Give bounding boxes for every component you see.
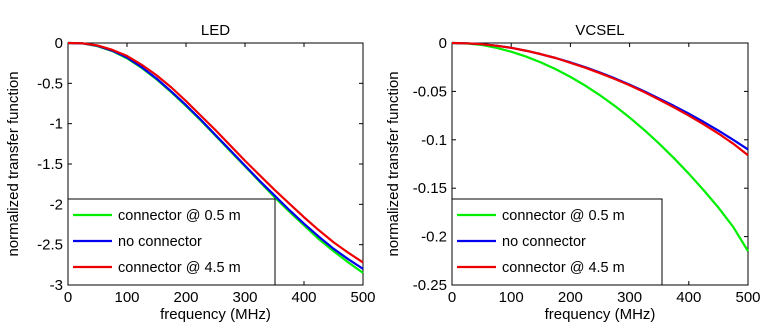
legend-label: connector @ 0.5 m — [502, 208, 625, 224]
x-tick-label: 300 — [617, 289, 642, 306]
x-axis-label: frequency (MHz) — [160, 306, 271, 323]
y-tick-label: -2.5 — [37, 237, 63, 254]
y-tick-label: -0.15 — [413, 180, 447, 197]
y-tick-label: -0.2 — [421, 229, 447, 246]
y-axis-label: normalized transfer function — [385, 71, 402, 256]
x-tick-label: 100 — [499, 289, 524, 306]
legend-label: no connector — [118, 234, 202, 250]
y-tick-label: -0.1 — [421, 132, 447, 149]
x-tick-label: 100 — [114, 289, 139, 306]
y-tick-label: -0.05 — [413, 83, 447, 100]
y-tick-label: -1 — [50, 116, 63, 133]
x-axis-label: frequency (MHz) — [545, 306, 656, 323]
y-tick-label: -1.5 — [37, 156, 63, 173]
legend-label: connector @ 4.5 m — [118, 260, 241, 276]
led-chart: LED 0 100 200 300 400 500 0 -0.5 -1 -1.5 -2 -2.5 -3 fr… — [5, 22, 376, 323]
legend-label: connector @ 4.5 m — [502, 260, 625, 276]
x-tick-label: 0 — [448, 289, 456, 306]
y-tick-label: -3 — [50, 277, 63, 294]
series-line — [451, 41, 749, 157]
legend-label: connector @ 0.5 m — [118, 208, 241, 224]
x-tick-label: 500 — [350, 289, 375, 306]
series-line — [451, 41, 749, 252]
x-tick-label: 400 — [291, 289, 316, 306]
y-tick-label: -2 — [50, 196, 63, 213]
y-tick-label: 0 — [439, 35, 447, 52]
x-tick-label: 200 — [558, 289, 583, 306]
y-tick-label: -0.5 — [37, 75, 63, 92]
y-tick-label: -0.25 — [413, 277, 447, 294]
x-tick-label: 0 — [64, 289, 72, 306]
x-tick-label: 500 — [735, 289, 760, 306]
chart-title: VCSEL — [575, 22, 624, 39]
x-tick-label: 400 — [676, 289, 701, 306]
vcsel-chart: VCSEL 0 100 200 300 400 500 0 -0.05 -0.1 -0.15 -0.2… — [385, 22, 761, 323]
series-line — [67, 41, 364, 264]
chart-title: LED — [201, 22, 230, 39]
legend-label: no connector — [502, 234, 586, 250]
x-tick-label: 300 — [232, 289, 257, 306]
y-tick-label: 0 — [55, 35, 63, 52]
x-tick-label: 200 — [173, 289, 198, 306]
y-axis-label: normalized transfer function — [5, 71, 22, 256]
